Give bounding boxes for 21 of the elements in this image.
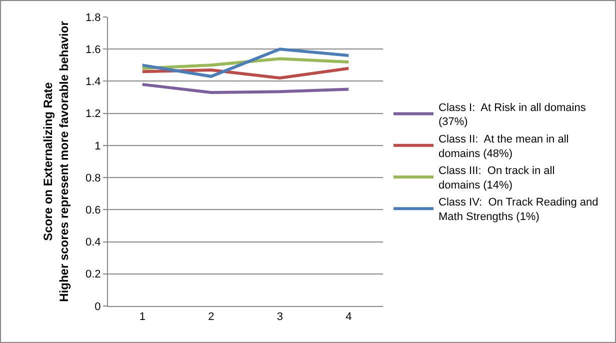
x-tick-label: 3 [276,311,283,324]
y-tick-label: 0.2 [86,268,101,281]
y-tick-label: 1 [94,140,101,152]
x-tick-label: 2 [208,311,214,324]
x-tick-label: 1 [139,311,146,324]
x-tick-label: 4 [346,311,352,324]
y-tick-label: 1.6 [86,44,101,56]
y-tick-label: 0 [94,300,101,313]
legend-label: Class II: At the mean in all domains (48%) [438,134,569,160]
y-tick-label: 1.8 [86,12,101,24]
line-series [140,48,350,78]
y-tick-label: 0.4 [86,236,101,249]
y-tick-label: 1.2 [86,108,101,120]
legend-label: Class I: At Risk in all domains (37%) [438,102,586,128]
y-axis-title: Score on Externalizing Rate Higher scores represent more favorable behavior [41,20,71,302]
line-series [140,82,350,94]
legend-label: Class IV: On Track Reading and Math Strengths (1%) [438,196,598,224]
y-tick-label: 1.4 [86,76,101,88]
y-tick-label: 0.8 [86,172,101,184]
legend-label: Class III: On track in all domains (14%) [438,165,555,192]
y-tick-label: 0.6 [86,204,101,217]
